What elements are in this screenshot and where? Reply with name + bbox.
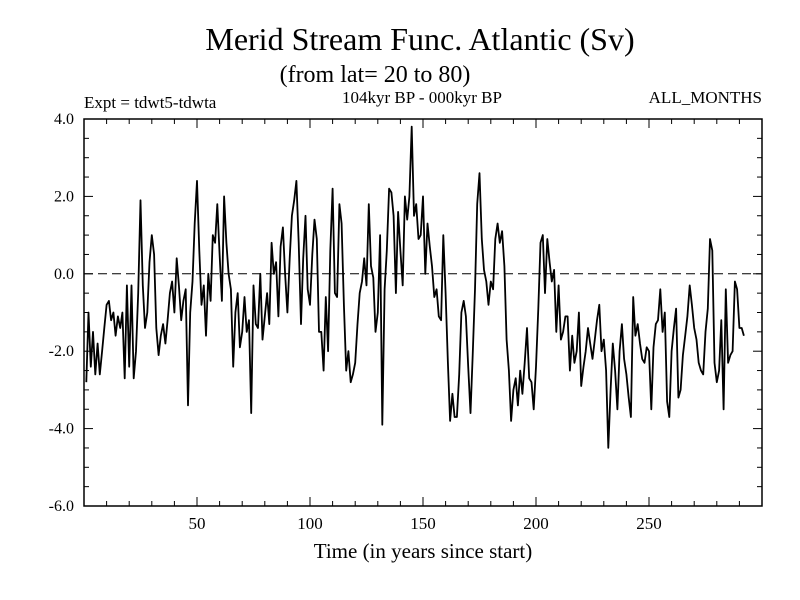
chart-title: Merid Stream Func. Atlantic (Sv) — [205, 21, 634, 57]
x-tick-label: 200 — [523, 514, 549, 533]
experiment-label: Expt = tdwt5-tdwta — [84, 93, 217, 112]
y-tick-label: -4.0 — [49, 421, 74, 438]
axis-ticks — [84, 119, 762, 506]
x-tick-label: 150 — [410, 514, 436, 533]
y-tick-label: 0.0 — [54, 266, 74, 283]
y-tick-label: -2.0 — [49, 343, 74, 360]
x-axis-title: Time (in years since start) — [314, 539, 533, 563]
time-range-label: 104kyr BP - 000kyr BP — [342, 88, 502, 107]
x-tick-label: 50 — [189, 514, 206, 533]
months-label: ALL_MONTHS — [649, 88, 762, 107]
series-line — [85, 125, 745, 449]
y-tick-label: 4.0 — [54, 111, 74, 128]
chart-subtitle: (from lat= 20 to 80) — [280, 62, 471, 88]
tick-labels: 50 100 150 200 250 -6.0 -4.0 -2.0 0.0 2.0 4.0 — [49, 111, 662, 533]
y-tick-label: 2.0 — [54, 188, 74, 205]
x-tick-label: 100 — [297, 514, 323, 533]
x-tick-label: 250 — [636, 514, 662, 533]
y-tick-label: -6.0 — [49, 498, 74, 515]
plot-frame — [83, 118, 763, 507]
